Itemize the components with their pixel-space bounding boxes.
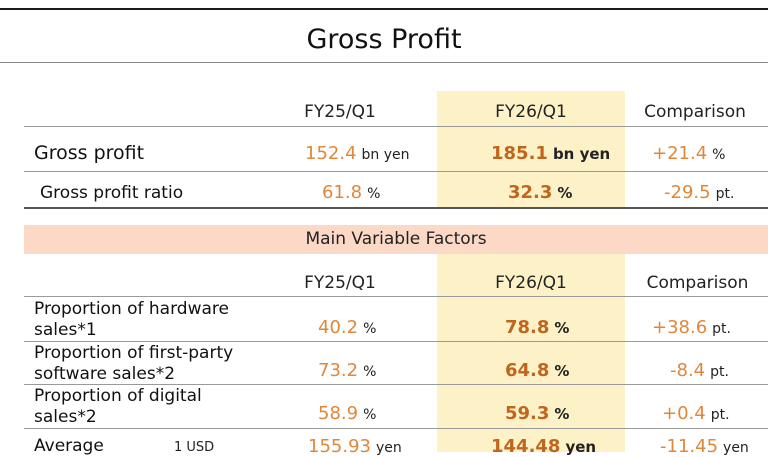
title-divider [0,62,768,63]
row-label-hardware-sales: Proportion of hardware sales*1 [34,299,229,340]
unit: % [712,147,726,163]
value: 61.8 [322,182,363,203]
unit: % [557,184,573,202]
value: 73.2 [318,360,359,381]
value: 152.4 [305,143,357,164]
row-label-first-party-software-sales: Proportion of first-party software sales… [34,343,234,384]
value: 64.8 [505,360,550,381]
value: 58.9 [318,403,359,424]
row-label-gross-profit: Gross profit [34,142,145,164]
unit: yen [565,438,597,456]
row-label-gross-profit-ratio: Gross profit ratio [40,183,184,203]
gross-profit-ratio-fy25: 61.8% [322,182,380,203]
unit: bn yen [552,145,611,163]
unit: % [554,319,570,337]
top-border [0,8,768,10]
unit: % [367,186,381,202]
unit: % [554,405,570,423]
gross-profit-ratio-comparison: -29.5 pt. [664,182,734,203]
row-sublabel-usd: 1 USD [174,440,215,455]
unit: % [554,362,570,380]
value: 40.2 [318,317,359,338]
value: 185.1 [491,143,548,164]
unit: bn yen [361,147,410,163]
unit: yen [723,440,749,456]
value: 59.3 [505,403,550,424]
unit: pt. [715,186,735,202]
unit: pt. [712,321,731,337]
value: -11.45 [660,436,719,457]
fy26-highlight-top [437,91,625,209]
hardware-sales-comparison: +38.6 pt. [652,317,731,338]
average-usd-fy25: 155.93 yen [308,436,402,457]
row-rule [24,341,768,342]
gross-profit-comparison: +21.4% [652,143,725,164]
digital-sales-fy25: 58.9% [318,403,376,424]
digital-sales-comparison: +0.4 pt. [662,403,730,424]
unit: pt. [710,407,730,423]
row-rule [24,384,768,385]
header-comparison: Comparison [644,102,746,122]
row-rule [24,428,768,429]
value: +38.6 [652,317,708,338]
value: 32.3 [508,182,553,203]
row-rule [24,171,768,172]
factors-header-fy25: FY25/Q1 [304,273,376,293]
table-bottom-rule [24,207,768,209]
first-party-software-fy26: 64.8% [505,360,569,381]
fy26-highlight-bottom [437,254,625,452]
unit: % [363,364,377,380]
factors-header-fy26: FY26/Q1 [495,273,567,293]
gross-profit-fy26: 185.1 bn yen [491,143,610,164]
unit: pt. [710,364,729,380]
first-party-software-fy25: 73.2% [318,360,376,381]
value: 78.8 [505,317,550,338]
header-fy26: FY26/Q1 [495,102,567,122]
gross-profit-ratio-fy26: 32.3% [508,182,572,203]
digital-sales-fy26: 59.3% [505,403,569,424]
average-usd-comparison: -11.45 yen [660,436,749,457]
average-usd-fy26: 144.48 yen [491,436,596,457]
first-party-software-comparison: -8.4 pt. [670,360,729,381]
factors-header-rule [24,296,768,297]
unit: % [363,407,377,423]
row-label-digital-sales: Proportion of digital sales*2 [34,386,202,427]
factors-header-comparison: Comparison [646,273,749,293]
value: +21.4 [652,143,708,164]
unit: yen [375,440,402,456]
section-band-main-variable-factors: Main Variable Factors [24,225,768,254]
gross-profit-fy25: 152.4 bn yen [305,143,410,164]
hardware-sales-fy26: 78.8% [505,317,569,338]
value: 144.48 [491,436,561,457]
header-rule [24,126,768,127]
hardware-sales-fy25: 40.2% [318,317,376,338]
value: 155.93 [308,436,371,457]
value: -29.5 [664,182,711,203]
row-label-average: Average [34,436,104,456]
page-title: Gross Profit [306,24,462,55]
value: -8.4 [670,360,706,381]
header-fy25: FY25/Q1 [304,102,376,122]
unit: % [363,321,377,337]
value: +0.4 [662,403,706,424]
